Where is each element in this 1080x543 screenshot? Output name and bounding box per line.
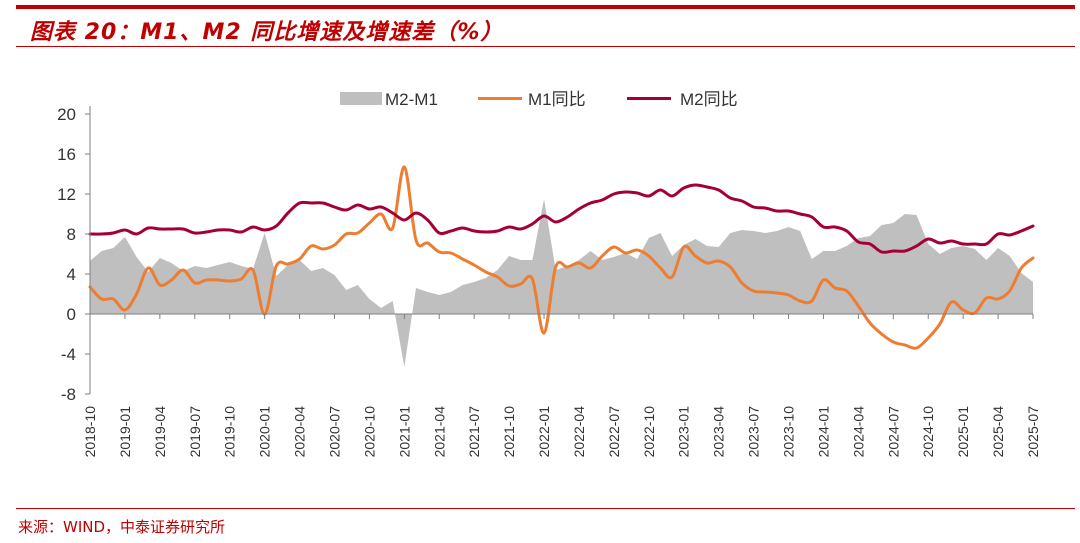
- legend-swatch-0: [340, 92, 382, 105]
- series-line-m1-yoy: [88, 165, 1035, 350]
- x-tick-label: 2022-04: [571, 406, 587, 458]
- y-tick-label: -8: [61, 385, 76, 404]
- x-tick-label: 2019-10: [222, 406, 238, 458]
- legend-label-2: M2同比: [680, 90, 738, 109]
- chart: 20 16 12 8 4 0 -4 -8 2018-10 2019-01 2019-04 2019-0…: [57, 90, 1041, 457]
- x-tick-label: 2021-01: [396, 406, 412, 458]
- title-top-rule: [16, 5, 1075, 9]
- x-tick-label: 2020-01: [257, 406, 273, 458]
- x-tick-label: 2022-01: [536, 406, 552, 458]
- x-tick-label: 2020-07: [326, 406, 342, 458]
- series-area-m2-minus-m1: [90, 199, 1033, 367]
- x-tick-label: 2025-04: [990, 406, 1006, 458]
- axes-layer: 20 16 12 8 4 0 -4 -8 2018-10 2019-01 2019-04 2019-0…: [57, 105, 1041, 457]
- x-tick-label: 2023-10: [781, 406, 797, 458]
- x-tick-label: 2021-10: [501, 406, 517, 458]
- y-tick-label: 20: [57, 105, 76, 124]
- y-tick-label: 16: [57, 145, 76, 164]
- footer-rule: [16, 508, 1075, 509]
- x-tick-label: 2020-04: [292, 406, 308, 458]
- x-tick-label: 2020-10: [361, 406, 377, 458]
- x-tick-label: 2018-10: [82, 406, 98, 458]
- x-tick-label: 2023-07: [746, 406, 762, 458]
- x-tick-label: 2023-04: [711, 406, 727, 458]
- area-series-layer: [90, 199, 1033, 367]
- x-tick-label: 2019-07: [187, 406, 203, 458]
- x-tick-label: 2019-01: [117, 406, 133, 458]
- y-tick-label: -4: [61, 345, 76, 364]
- y-tick-label: 8: [67, 225, 76, 244]
- y-tick-label: 0: [67, 305, 76, 324]
- x-tick-label: 2025-01: [955, 406, 971, 458]
- x-tick-label: 2019-04: [152, 406, 168, 458]
- x-tick-label: 2024-04: [850, 406, 866, 458]
- x-tick-label: 2022-10: [641, 406, 657, 458]
- legend-label-1: M1同比: [528, 90, 586, 109]
- legend-label-0: M2-M1: [385, 90, 438, 109]
- y-tick-label: 12: [57, 185, 76, 204]
- line-series-layer: [88, 165, 1035, 350]
- x-tick-label: 2025-07: [1025, 406, 1041, 458]
- y-tick-label: 4: [67, 265, 76, 284]
- series-line-m2-yoy: [88, 183, 1035, 254]
- x-tick-label: 2021-04: [431, 406, 447, 458]
- legend: M2-M1 M1同比 M2同比: [340, 90, 738, 109]
- figure-title: 图表 20：M1、M2 同比增速及增速差（%）: [30, 20, 504, 45]
- x-tick-label: 2023-01: [676, 406, 692, 458]
- source-note: 来源：WIND，中泰证券研究所: [18, 518, 226, 536]
- x-tick-label: 2022-07: [606, 406, 622, 458]
- x-tick-label: 2024-01: [815, 406, 831, 458]
- x-tick-label: 2024-10: [920, 406, 936, 458]
- x-tick-label: 2021-07: [466, 406, 482, 458]
- x-tick-label: 2024-07: [885, 406, 901, 458]
- title-bottom-rule: [16, 46, 1075, 47]
